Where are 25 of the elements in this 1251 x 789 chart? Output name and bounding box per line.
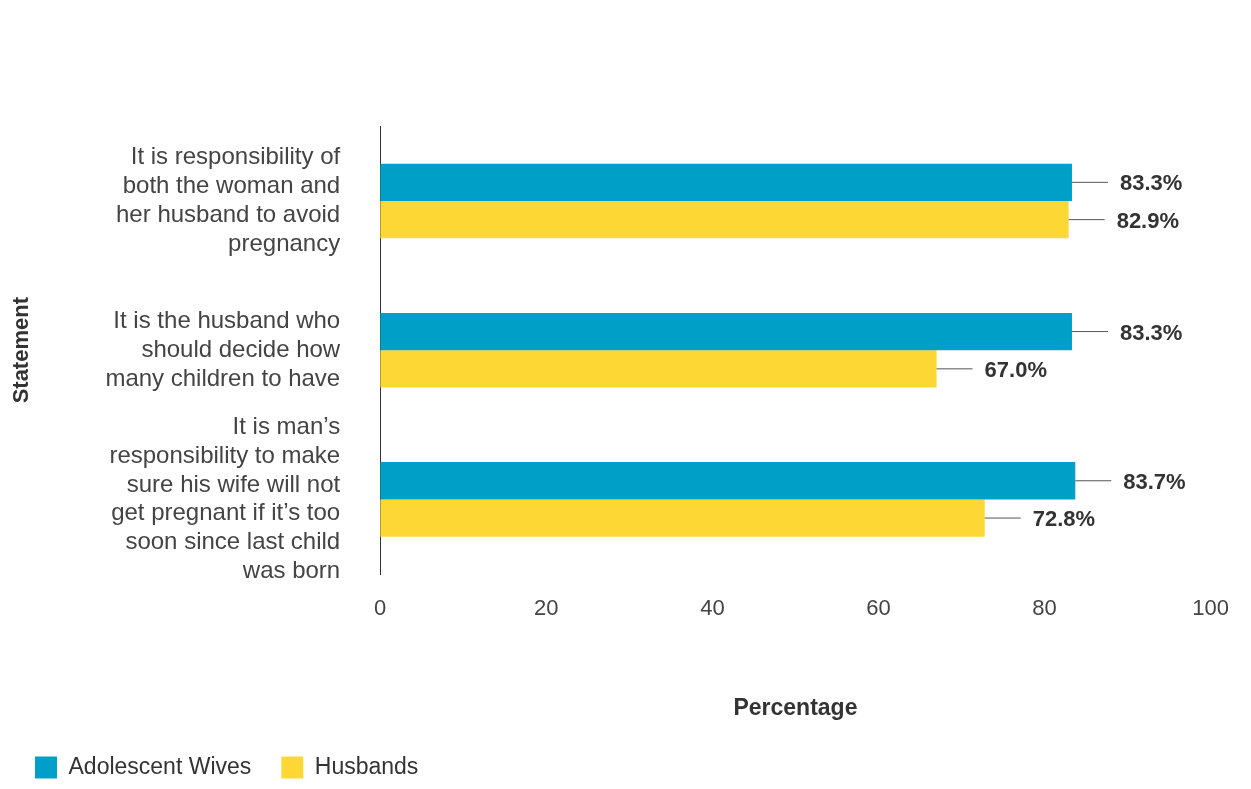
x-tick-label: 80 bbox=[1032, 595, 1057, 621]
data-label: 82.9% bbox=[1116, 207, 1180, 233]
data-label: 83.3% bbox=[1119, 170, 1183, 196]
bar bbox=[380, 499, 985, 537]
bar bbox=[380, 462, 1076, 500]
x-tick-label: 40 bbox=[700, 595, 725, 621]
y-tick-label: It is man’s responsibility to make sure his wife will not get pregnant if it’s too soon since last child was born bbox=[109, 412, 341, 584]
x-tick-label: 0 bbox=[374, 595, 387, 621]
y-axis-title: Statement bbox=[8, 296, 34, 404]
bar bbox=[380, 312, 1072, 351]
bar bbox=[380, 350, 937, 388]
data-label: 72.8% bbox=[1032, 506, 1096, 532]
x-tick-label: 60 bbox=[866, 595, 891, 621]
y-tick-label: It is the husband who should decide how many children to have bbox=[105, 306, 341, 391]
x-tick-label: 100 bbox=[1192, 595, 1230, 621]
data-label: 67.0% bbox=[984, 356, 1047, 382]
x-tick-label: 20 bbox=[534, 595, 559, 621]
y-tick-label: It is responsibility of both the woman and her husband to avoid pregnancy bbox=[116, 142, 341, 256]
legend-label: Adolescent Wives bbox=[68, 752, 252, 779]
data-label: 83.7% bbox=[1123, 468, 1186, 494]
legend-label: Husbands bbox=[314, 752, 419, 779]
bar bbox=[380, 201, 1069, 239]
data-label: 83.3% bbox=[1119, 319, 1183, 345]
x-axis-title: Percentage bbox=[733, 693, 858, 720]
bar bbox=[380, 163, 1072, 201]
